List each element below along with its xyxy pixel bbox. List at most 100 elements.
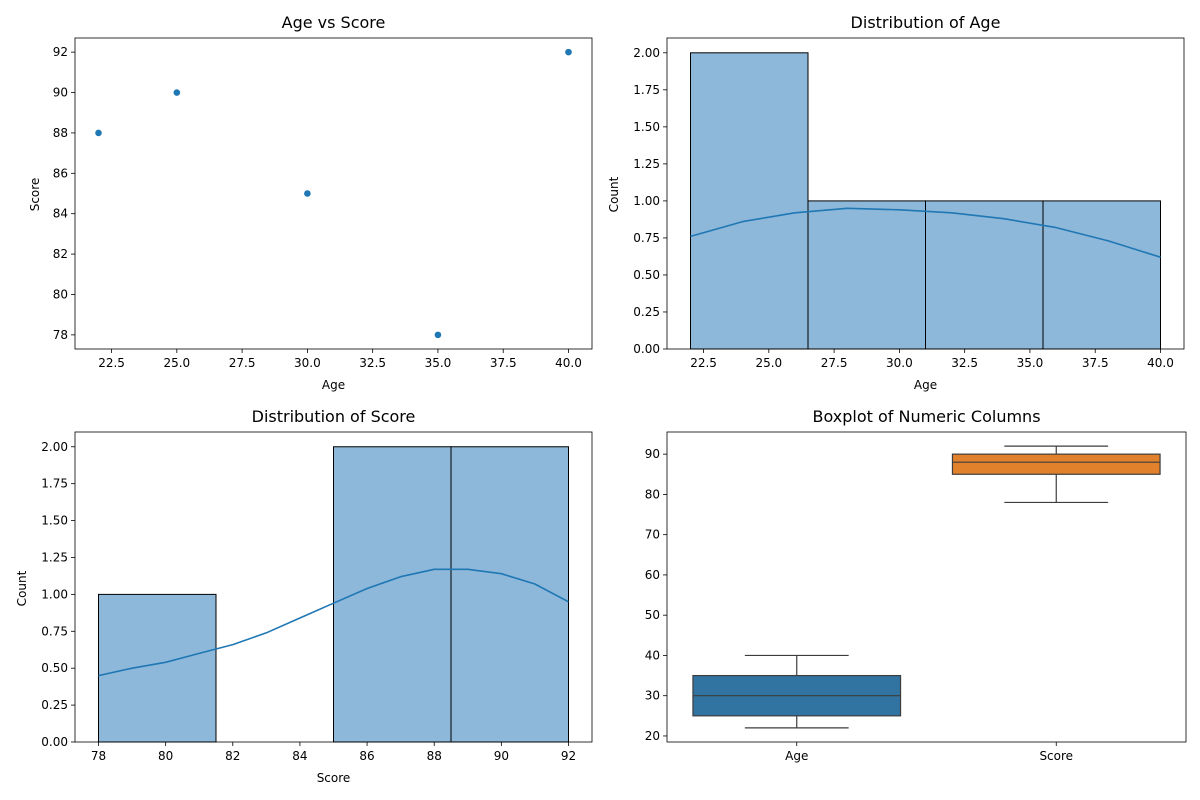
y-tick-label: 1.00 (633, 194, 660, 208)
y-tick-label: 0.75 (41, 624, 68, 638)
x-tick-label: 88 (427, 749, 442, 763)
y-tick-label: 0.50 (41, 661, 68, 675)
x-tick-label: 22.5 (98, 356, 125, 370)
x-tick-label: 80 (158, 749, 173, 763)
y-tick-label: 1.25 (633, 157, 660, 171)
y-tick-label: 70 (645, 528, 660, 542)
chart-title: Distribution of Age (851, 13, 1001, 32)
chart-title: Distribution of Score (252, 407, 416, 426)
x-tick-label: 35.0 (1017, 356, 1044, 370)
x-tick-label: 90 (494, 749, 509, 763)
plot-frame (74, 37, 593, 350)
y-tick-label: 0.00 (41, 735, 68, 749)
y-tick-label: 84 (53, 207, 68, 221)
x-tick-label: 78 (91, 749, 106, 763)
y-tick-label: 50 (645, 608, 660, 622)
histogram-bar (98, 593, 217, 743)
data-layer (98, 446, 569, 743)
y-tick-label: 86 (53, 166, 68, 180)
x-tick-label: 27.5 (229, 356, 256, 370)
histogram-bar (1042, 200, 1161, 350)
axes-layer: 0.00 0.25 0.50 0.75 1.00 1.25 1.50 1.75 2.00 78 80… (41, 431, 593, 763)
x-tick-label: 40.0 (1147, 356, 1174, 370)
data-layer (692, 445, 1161, 729)
chart-title: Age vs Score (282, 13, 386, 32)
y-tick-label: 30 (645, 689, 660, 703)
kde-line (690, 207, 1161, 258)
y-tick-label: 78 (53, 328, 68, 342)
histogram-bar (925, 200, 1044, 350)
y-tick-label: 80 (645, 487, 660, 501)
y-tick-label: 1.75 (41, 477, 68, 491)
x-tick-label: 30.0 (886, 356, 913, 370)
chart-title: Boxplot of Numeric Columns (812, 407, 1040, 426)
y-tick-label: 92 (53, 45, 68, 59)
histogram-bar (690, 52, 809, 350)
y-tick-label: 90 (645, 447, 660, 461)
x-category-label: Age (785, 749, 808, 763)
x-tick-label: 35.0 (425, 356, 452, 370)
y-axis-label: Count (15, 570, 29, 606)
x-tick-label: 30.0 (294, 356, 321, 370)
y-axis-label: Count (607, 176, 621, 212)
y-tick-label: 0.75 (633, 231, 660, 245)
y-tick-label: 60 (645, 568, 660, 582)
x-tick-label: 37.5 (1082, 356, 1109, 370)
axes-layer: 20 30 40 50 60 70 80 90 Age Score (645, 431, 1187, 763)
x-tick-label: 22.5 (690, 356, 717, 370)
x-category-label: Score (1039, 749, 1073, 763)
y-tick-label: 1.25 (41, 550, 68, 564)
y-tick-label: 0.25 (41, 698, 68, 712)
y-tick-label: 80 (53, 287, 68, 301)
y-tick-label: 1.50 (633, 120, 660, 134)
x-tick-label: 32.5 (951, 356, 978, 370)
scatter-point (564, 48, 573, 57)
y-tick-label: 20 (645, 729, 660, 743)
scatter-point (94, 129, 103, 137)
y-tick-label: 1.00 (41, 587, 68, 601)
histogram-bar (333, 446, 452, 743)
y-tick-label: 40 (645, 648, 660, 662)
y-tick-label: 1.50 (41, 514, 68, 528)
axes-layer: 78 80 82 84 86 88 90 92 22.5 25.0 27.5 30.0 32.5 35.0… (53, 37, 593, 370)
y-tick-label: 82 (53, 247, 68, 261)
scatter-point (303, 189, 312, 198)
plot-frame (74, 431, 593, 743)
plot-frame (666, 37, 1185, 350)
histogram-bar (450, 446, 569, 743)
x-tick-label: 25.0 (163, 356, 190, 370)
y-axis-label: Score (28, 178, 42, 212)
plot-frame (666, 431, 1187, 743)
x-axis-label: Score (317, 771, 351, 785)
x-tick-label: 32.5 (359, 356, 386, 370)
data-layer (690, 52, 1161, 350)
x-axis-label: Age (322, 378, 345, 392)
y-tick-label: 88 (53, 126, 68, 140)
scatter-point (434, 330, 442, 339)
y-tick-label: 0.00 (633, 342, 660, 356)
histogram-bar (807, 200, 926, 350)
y-tick-label: 2.00 (41, 440, 68, 454)
x-tick-label: 92 (561, 749, 576, 763)
box-iqr (951, 453, 1161, 475)
x-tick-label: 86 (359, 749, 374, 763)
scatter-point (172, 88, 181, 97)
data-layer (94, 48, 573, 339)
y-tick-label: 1.75 (633, 83, 660, 97)
axes-layer: 0.00 0.25 0.50 0.75 1.00 1.25 1.50 1.75 2.00 22.5… (633, 37, 1185, 370)
x-axis-label: Age (914, 378, 937, 392)
x-tick-label: 27.5 (821, 356, 848, 370)
x-tick-label: 82 (225, 749, 240, 763)
x-tick-label: 25.0 (755, 356, 782, 370)
boxplot-panel: Boxplot of Numeric Columns 20 30 40 50 60 70 8… (645, 407, 1187, 763)
x-tick-label: 37.5 (490, 356, 517, 370)
x-tick-label: 40.0 (555, 356, 582, 370)
score-histogram-panel: Distribution of Score 0.00 0.25 0.50 0.75 1.… (15, 407, 593, 785)
scatter-panel: Age vs Score 78 80 82 84 86 88 90 92 22.5 25.0 27.… (28, 13, 593, 392)
kde-line (98, 568, 569, 677)
y-tick-label: 90 (53, 86, 68, 100)
y-tick-label: 0.50 (633, 268, 660, 282)
y-tick-label: 0.25 (633, 305, 660, 319)
age-histogram-panel: Distribution of Age 0.00 0.25 0.50 0.75 1.00… (607, 13, 1185, 392)
